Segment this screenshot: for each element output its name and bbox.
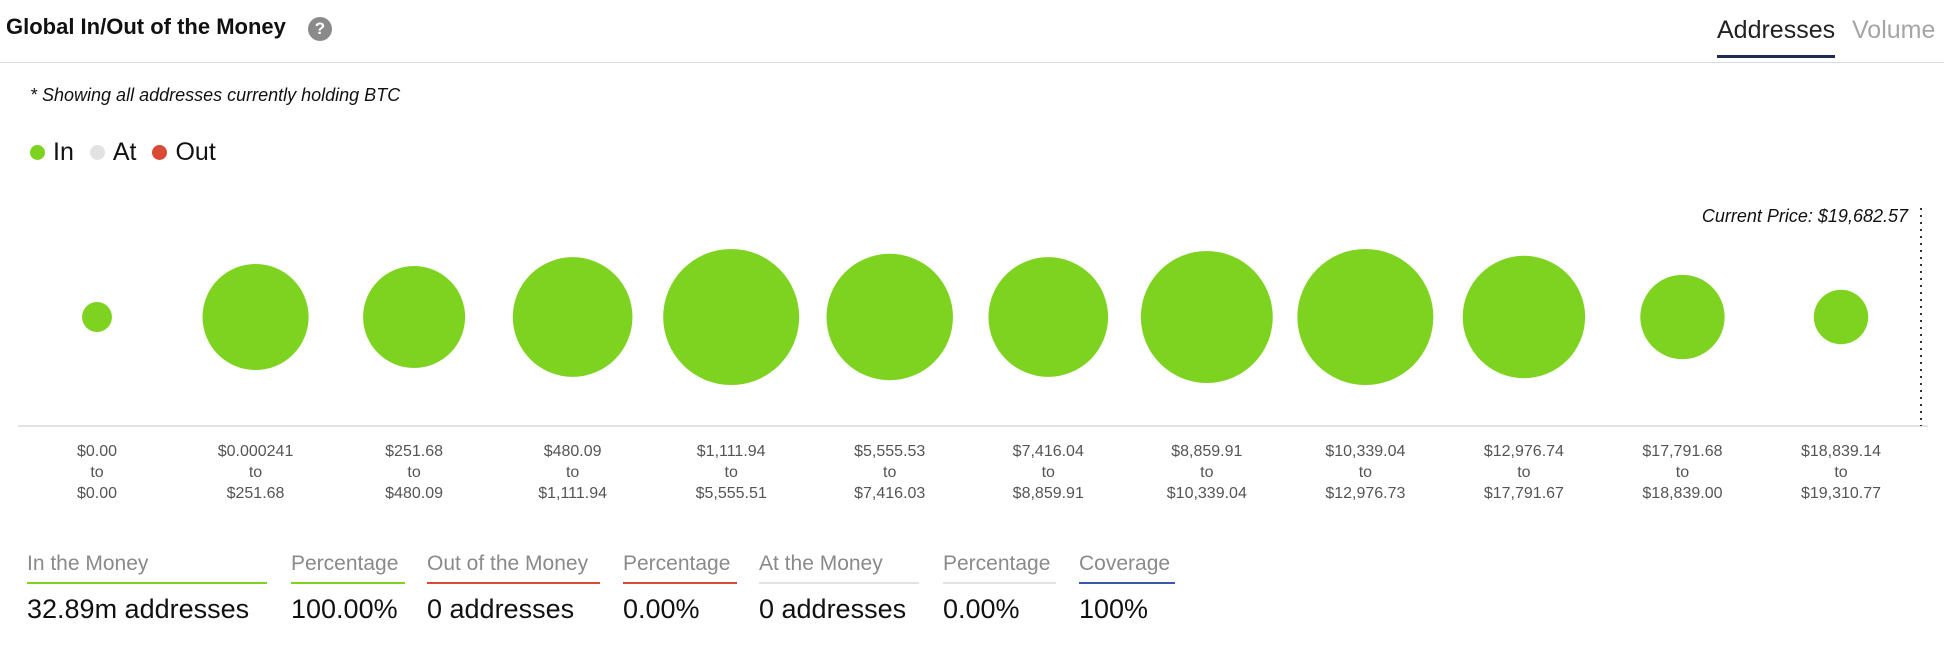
x-tick-label: $12,976.73	[1325, 485, 1405, 502]
bubble-0[interactable]	[82, 302, 112, 332]
bubble-7[interactable]	[1140, 251, 1273, 383]
x-tick-label: $251.68	[227, 485, 285, 502]
stat-value: 0.00%	[623, 594, 700, 624]
x-tick-label: $5,555.53	[854, 443, 925, 460]
stat-label: Percentage	[291, 552, 405, 584]
x-tick-label: $17,791.67	[1484, 485, 1564, 502]
x-tick-label: to	[1834, 464, 1847, 481]
x-tick-label: to	[249, 464, 262, 481]
bubble-8[interactable]	[1297, 249, 1434, 385]
x-tick-label: $0.000241	[218, 443, 294, 460]
current-price-label: Current Price: $19,682.57	[1702, 206, 1909, 226]
x-tick-label: to	[1200, 464, 1213, 481]
x-tick-label: $251.68	[385, 443, 443, 460]
stat-out-percentage: Percentage 0.00%	[623, 552, 737, 625]
bubble-11[interactable]	[1813, 289, 1869, 345]
legend-item-out[interactable]: Out	[152, 138, 216, 167]
legend-dot-at-icon	[89, 145, 105, 160]
stat-at-percentage: Percentage 0.00%	[943, 552, 1056, 625]
x-tick-label: $480.09	[385, 485, 443, 502]
x-tick-label: $1,111.94	[697, 443, 766, 460]
x-tick-label: $12,976.74	[1484, 443, 1564, 460]
stat-label: Percentage	[943, 552, 1056, 584]
stat-value: 0 addresses	[759, 594, 907, 624]
stat-value: 32.89m addresses	[27, 594, 250, 624]
stat-label: At the Money	[759, 552, 919, 584]
stat-value: 0 addresses	[427, 594, 575, 624]
bubble-10[interactable]	[1640, 274, 1725, 360]
x-tick-label: $7,416.04	[1013, 443, 1084, 460]
x-tick-label: to	[1517, 464, 1530, 481]
bubble-1[interactable]	[202, 263, 309, 371]
legend-dot-in-icon	[30, 145, 45, 160]
x-tick-label: $8,859.91	[1171, 443, 1242, 460]
legend-dot-out-icon	[152, 145, 168, 160]
bubble-chart: Current Price: $19,682.57 $0.00to$0.00$0…	[18, 206, 1928, 502]
tab-addresses[interactable]: Addresses	[1717, 16, 1836, 58]
stat-label: Out of the Money	[427, 552, 600, 584]
x-tick-label: $0.00	[77, 443, 117, 460]
stat-value: 0.00%	[943, 594, 1020, 624]
x-tick-label: $18,839.00	[1642, 485, 1722, 502]
x-tick-label: $480.09	[544, 443, 602, 460]
x-tick-label: $5,555.51	[696, 485, 767, 502]
stat-label: Coverage	[1079, 552, 1175, 584]
legend-label-out: Out	[175, 138, 216, 166]
legend-label-in: In	[53, 138, 74, 166]
chart-title: Global In/Out of the Money	[6, 14, 286, 39]
legend-item-at[interactable]: At	[89, 138, 137, 167]
x-tick-label: $10,339.04	[1325, 443, 1405, 460]
x-axis-labels: $0.00 to $0.00 $0.000241 to $251.68 $251.68 to $…	[77, 443, 1881, 502]
stat-at-the-money: At the Money 0 addresses	[759, 552, 919, 625]
x-tick-label: to	[566, 464, 579, 481]
stat-in-percentage: Percentage 100.00%	[291, 552, 405, 625]
x-tick-label: to	[90, 464, 103, 481]
bubbles-group	[82, 249, 1869, 385]
legend-label-at: At	[112, 138, 137, 166]
bubble-9[interactable]	[1462, 255, 1586, 379]
legend: In At Out	[30, 138, 232, 167]
x-tick-label: to	[407, 464, 420, 481]
help-icon[interactable]: ?	[308, 17, 332, 41]
stat-value: 100%	[1079, 594, 1149, 624]
bubble-2[interactable]	[363, 266, 466, 368]
legend-item-in[interactable]: In	[30, 138, 74, 167]
x-tick-label: $7,416.03	[854, 485, 925, 502]
x-tick-label: $18,839.14	[1801, 443, 1881, 460]
stat-label: In the Money	[27, 552, 267, 584]
x-tick-label: $10,339.04	[1167, 485, 1247, 502]
bubble-5[interactable]	[826, 253, 953, 381]
stat-label: Percentage	[623, 552, 737, 584]
x-tick-label: $19,310.77	[1801, 485, 1881, 502]
holding-note: * Showing all addresses currently holdin…	[30, 85, 401, 105]
x-tick-label: to	[1042, 464, 1055, 481]
chart-header: Global In/Out of the Money ? Addresses V…	[0, 0, 1944, 63]
stat-coverage: Coverage 100%	[1079, 552, 1175, 625]
tab-volume[interactable]: Volume	[1852, 16, 1936, 44]
bubble-6[interactable]	[988, 257, 1109, 377]
x-tick-label: to	[1676, 464, 1689, 481]
x-tick-label: $1,111.94	[538, 485, 607, 502]
stat-out-of-the-money: Out of the Money 0 addresses	[427, 552, 600, 625]
stat-in-the-money: In the Money 32.89m addresses	[27, 552, 267, 625]
x-tick-label: $17,791.68	[1642, 443, 1722, 460]
stat-value: 100.00%	[291, 594, 398, 624]
bubble-3[interactable]	[512, 257, 633, 377]
bubble-4[interactable]	[663, 249, 800, 385]
x-tick-label: $8,859.91	[1013, 485, 1084, 502]
x-tick-label: to	[883, 464, 896, 481]
x-tick-label: to	[1359, 464, 1372, 481]
x-tick-label: $0.00	[77, 485, 117, 502]
x-tick-label: to	[725, 464, 738, 481]
